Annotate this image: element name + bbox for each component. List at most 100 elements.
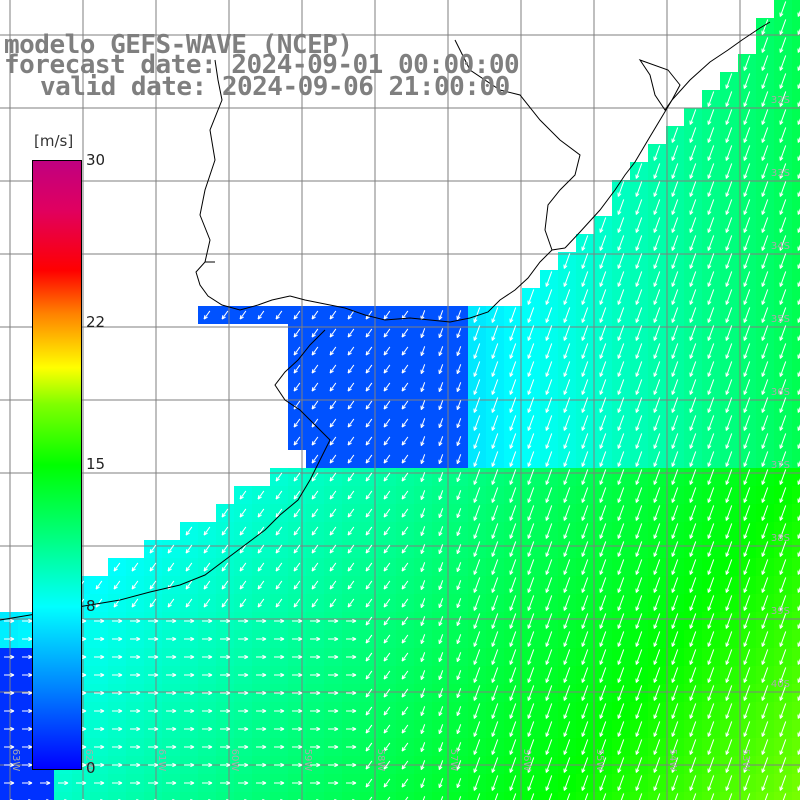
wind-cell	[612, 792, 630, 800]
wind-cell	[792, 342, 800, 360]
wind-arrow	[689, 109, 697, 125]
wind-arrow	[761, 37, 769, 53]
wind-arrow	[707, 181, 715, 197]
wind-cell	[342, 792, 360, 800]
colorbar-tick-label: 15	[86, 455, 106, 473]
wind-cell	[18, 792, 36, 800]
wind-cell	[594, 792, 612, 800]
lat-label: 38S	[771, 533, 790, 544]
wind-arrow	[671, 127, 679, 143]
wind-cell	[252, 792, 270, 800]
wind-arrow	[707, 127, 715, 143]
wind-arrow	[779, 19, 787, 35]
wind-cell	[504, 792, 522, 800]
wind-arrow	[653, 145, 661, 161]
wind-cell	[414, 792, 432, 800]
wind-cell	[792, 792, 800, 800]
wind-arrow	[761, 127, 769, 143]
wind-arrow	[653, 163, 661, 179]
wind-cell	[36, 792, 54, 800]
wind-arrow	[743, 181, 751, 197]
wind-arrow	[761, 91, 769, 107]
wind-arrow	[779, 1, 787, 17]
wind-cell	[72, 792, 90, 800]
wind-arrow	[707, 91, 715, 107]
wind-arrow	[671, 145, 679, 161]
wind-cell	[666, 792, 684, 800]
wind-cell	[432, 792, 450, 800]
lat-label: 39S	[771, 606, 790, 617]
lat-label: 34S	[771, 241, 790, 252]
wind-arrow	[689, 145, 697, 161]
wind-cell	[450, 792, 468, 800]
wind-cell	[378, 792, 396, 800]
wind-cell	[792, 234, 800, 252]
wind-arrow	[671, 163, 679, 179]
wind-cell	[792, 72, 800, 90]
wind-cell	[792, 432, 800, 450]
wind-cell	[198, 792, 216, 800]
wind-cell	[792, 720, 800, 738]
wind-arrow	[635, 199, 643, 215]
lat-label: 35S	[771, 314, 790, 325]
wind-arrow	[743, 217, 751, 233]
wind-arrow	[725, 217, 733, 233]
wind-cell	[144, 792, 162, 800]
wind-arrow	[761, 19, 769, 35]
colorbar-unit: [m/s]	[32, 132, 76, 150]
wind-cell	[792, 252, 800, 270]
wind-cell	[792, 144, 800, 162]
lon-label: 56W	[521, 749, 532, 772]
colorbar-tick-label: 8	[86, 596, 96, 615]
colorbar	[32, 160, 82, 770]
wind-arrow	[653, 181, 661, 197]
wind-arrow	[725, 109, 733, 125]
wind-arrow	[779, 181, 787, 197]
lat-label: 40S	[771, 679, 790, 690]
wind-arrow	[743, 199, 751, 215]
wind-arrow	[761, 163, 769, 179]
wind-cell	[792, 684, 800, 702]
wind-arrow	[653, 199, 661, 215]
wind-arrow	[779, 73, 787, 89]
wind-cell	[792, 126, 800, 144]
wind-cell	[792, 594, 800, 612]
wind-cell	[108, 792, 126, 800]
wind-arrow	[779, 91, 787, 107]
wind-cell	[792, 468, 800, 486]
wind-cell	[792, 216, 800, 234]
wind-cell	[792, 198, 800, 216]
lat-label: 36S	[771, 387, 790, 398]
wind-cell	[792, 396, 800, 414]
wind-arrow	[689, 127, 697, 143]
wind-arrow	[671, 199, 679, 215]
wind-cell	[396, 792, 414, 800]
lat-label: 37S	[771, 460, 790, 471]
lon-label: 54W	[667, 749, 678, 772]
wind-arrow	[779, 199, 787, 215]
wind-cell	[792, 774, 800, 792]
colorbar-tick-label: 30	[86, 151, 106, 169]
wind-arrow	[743, 145, 751, 161]
lon-label: 55W	[594, 749, 605, 772]
wind-arrow	[689, 181, 697, 197]
wind-cell	[468, 792, 486, 800]
wind-arrow	[599, 235, 607, 251]
wind-arrow	[617, 199, 625, 215]
wind-arrow	[707, 199, 715, 215]
wind-arrow	[779, 145, 787, 161]
wind-arrow	[689, 163, 697, 179]
wind-cell	[792, 18, 800, 36]
lon-label: 57W	[448, 749, 459, 772]
wind-cell	[270, 792, 288, 800]
wind-cell	[702, 792, 720, 800]
wind-cell	[162, 792, 180, 800]
wind-arrow	[725, 127, 733, 143]
wind-arrow	[707, 145, 715, 161]
lon-label: 59W	[302, 749, 313, 772]
colorbar-tick-label: 22	[86, 313, 106, 332]
wind-cell	[324, 792, 342, 800]
wind-arrow	[635, 235, 643, 251]
wind-cell	[774, 792, 792, 800]
